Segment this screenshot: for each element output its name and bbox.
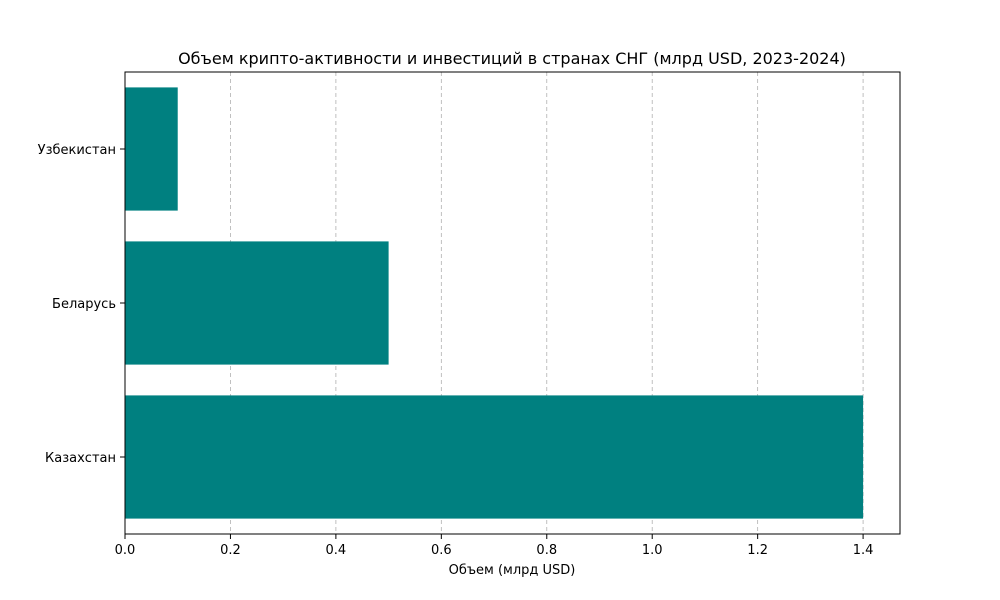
x-tick-label: 0.6 xyxy=(431,543,452,558)
y-tick-label: Беларусь xyxy=(52,297,116,312)
x-tick-label: 0.0 xyxy=(115,543,136,558)
y-tick-label: Казахстан xyxy=(45,451,116,466)
y-axis-ticks: Казахстан Беларусь Узбекистан xyxy=(38,143,125,466)
bars xyxy=(125,87,864,519)
bar-1 xyxy=(125,395,864,519)
x-tick-label: 0.8 xyxy=(536,543,557,558)
x-tick-label: 1.0 xyxy=(642,543,663,558)
chart-title: Объем крипто-активности и инвестиций в с… xyxy=(178,49,846,68)
bar-3 xyxy=(125,87,178,211)
x-axis-ticks: 0.0 0.2 0.4 0.6 0.8 1.0 1.2 1.4 xyxy=(115,534,874,558)
x-tick-label: 1.2 xyxy=(747,543,768,558)
bar-2 xyxy=(125,241,389,365)
x-tick-label: 1.4 xyxy=(853,543,874,558)
x-tick-label: 0.4 xyxy=(326,543,347,558)
x-tick-label: 0.2 xyxy=(220,543,241,558)
y-tick-label: Узбекистан xyxy=(38,143,116,158)
x-axis-label: Объем (млрд USD) xyxy=(449,563,576,578)
